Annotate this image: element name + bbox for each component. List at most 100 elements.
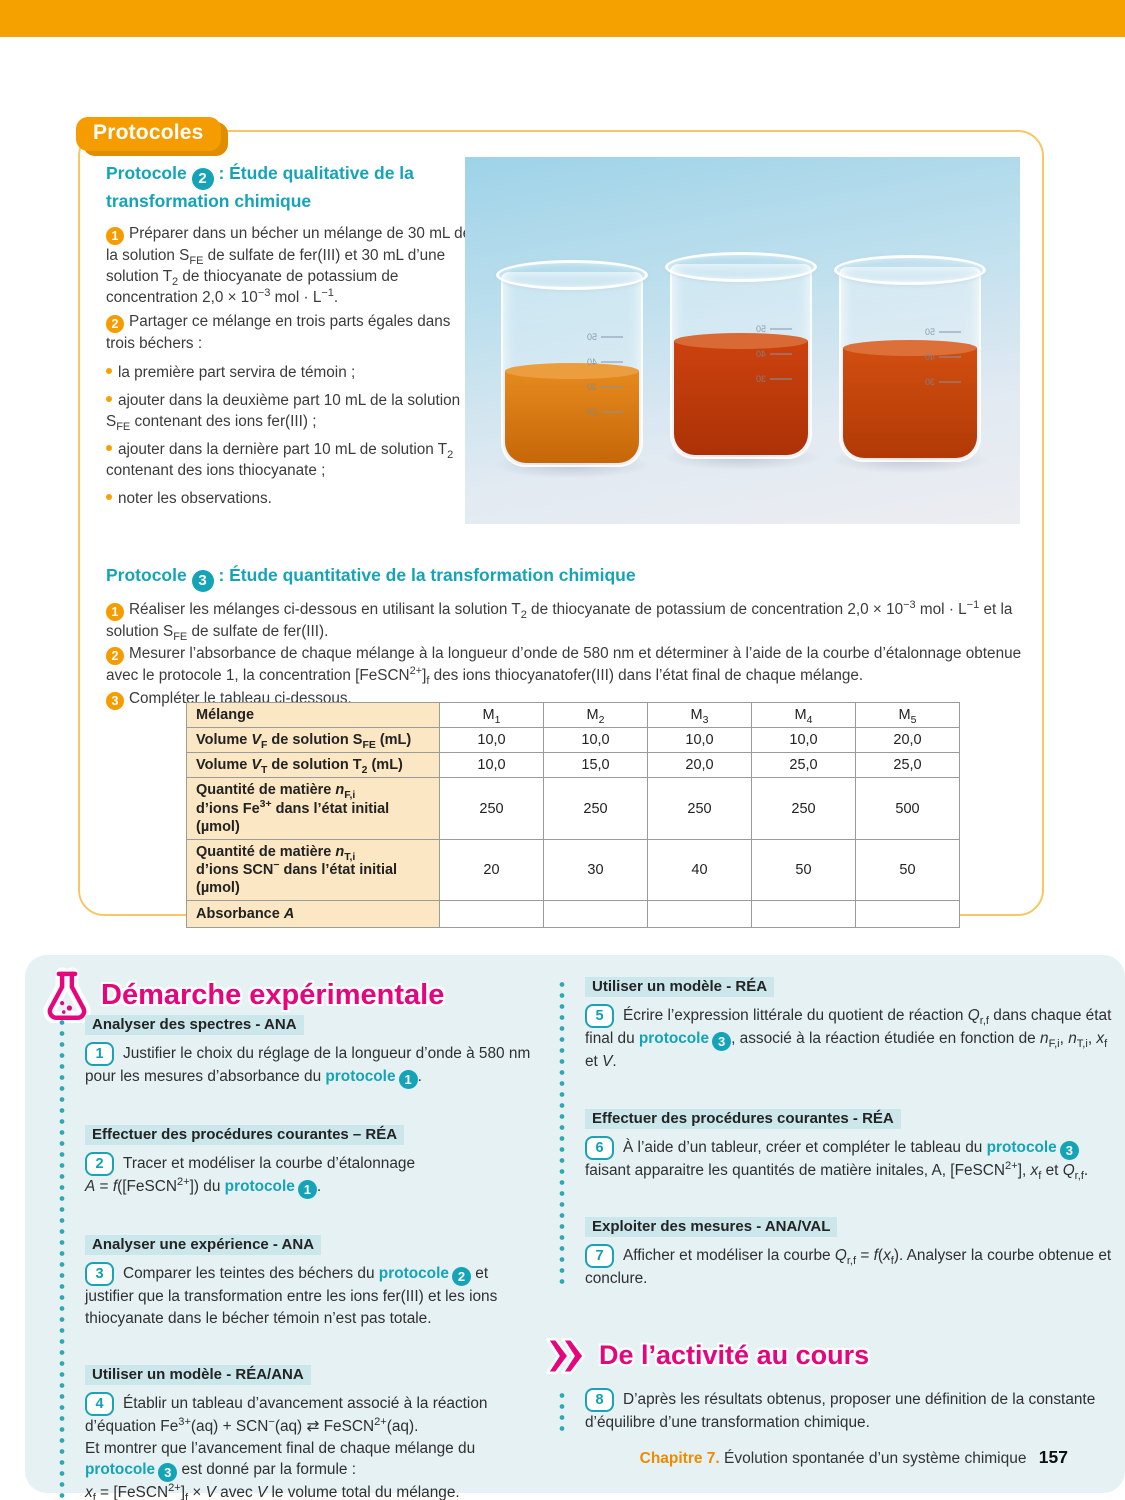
- mixtures-table: Mélange M1 M2 M3 M4 M5 Volume VF de solu…: [186, 701, 960, 929]
- cell: 10,0: [647, 727, 752, 754]
- question-8: 8 D’après les résultats obtenus, proposer…: [585, 1387, 1115, 1434]
- graduation-label: 50: [586, 332, 597, 342]
- data-table: Mélange M1 M2 M3 M4 M5 Volume VF de solu…: [186, 701, 960, 929]
- question-text: Tracer et modéliser la courbe d’étalonna…: [85, 1155, 416, 1199]
- beaker-2: 50 40 30: [658, 252, 824, 471]
- protocol-ref: protocole: [85, 1461, 156, 1479]
- page-number: 157: [1038, 1447, 1068, 1467]
- left-column: Analyser des spectres - ANA 1 Justifier l…: [59, 1015, 541, 1500]
- question-text: Établir un tableau d’avancement associé …: [85, 1395, 488, 1500]
- cell: 250: [647, 777, 752, 840]
- cell: 10,0: [439, 752, 544, 779]
- cell: 25,0: [855, 752, 960, 779]
- protocol-ref: protocole: [325, 1068, 396, 1085]
- skill-label: Utiliser un modèle - RÉA/ANA: [85, 1365, 311, 1386]
- protocol-ref-number: 3: [712, 1032, 732, 1051]
- experimental-approach-panel: Démarche expérimentale Analyser des spec…: [25, 955, 1125, 1500]
- protocol-ref-number: 2: [452, 1267, 472, 1286]
- skill-label: Effectuer des procédures courantes - RÉA: [585, 1108, 901, 1129]
- graduation-label: 30: [755, 374, 766, 384]
- bullet-item: ajouter dans la deuxième part 10 mL de l…: [106, 390, 472, 432]
- table-row: Quantité de matière nF,i d’ions Fe3+ dans…: [186, 777, 960, 840]
- graduation-label: 30: [586, 382, 597, 392]
- bullet-item: la première part servira de témoin ;: [106, 362, 472, 383]
- protocol-ref: protocole: [224, 1178, 295, 1195]
- table-row: Volume VF de solution SFE (mL) 10,0 10,0…: [186, 727, 960, 754]
- bullet-dot-icon: [106, 367, 112, 374]
- cell: 50: [855, 838, 960, 902]
- table-row: Absorbance A: [186, 900, 960, 929]
- column-header: M2: [543, 701, 648, 729]
- cell: 40: [647, 838, 752, 902]
- protocol-ref-number: 3: [158, 1463, 178, 1483]
- protocol-ref-number: 3: [1059, 1140, 1079, 1160]
- question-text: À l’aide d’un tableur, créer et compléte…: [585, 1138, 1089, 1182]
- protocol-3-section: Protocole 3 : Étude quantitative de la t…: [106, 564, 1022, 711]
- beaker-liquid-red: [843, 340, 977, 458]
- right-column: Utiliser un modèle - RÉA 5 Écrire l’expre…: [546, 977, 1115, 1438]
- cell: [751, 900, 856, 929]
- protocols-badge: Protocoles: [76, 117, 221, 151]
- graduation-label: 40: [755, 349, 766, 359]
- cell: [647, 900, 752, 929]
- protocol-number-badge: 2: [191, 168, 214, 190]
- step-number-badge: 1: [106, 603, 124, 621]
- row-label: Quantité de matière nT,i d’ions SCN− dans…: [186, 838, 440, 902]
- question-2: 2 Tracer et modéliser la courbe d’étalonn…: [85, 1152, 541, 1199]
- question-text: Justifier le choix du réglage de la long…: [85, 1045, 531, 1089]
- cell: 20: [439, 838, 544, 902]
- step-number-badge: 1: [106, 227, 124, 246]
- graduation-label: 50: [755, 324, 766, 334]
- activity-question-block: 8 D’après les résultats obtenus, proposer…: [559, 1387, 1115, 1434]
- skill-label: Utiliser un modèle - RÉA: [585, 977, 775, 997]
- step-text: Mesurer l’absorbance de chaque mélange à…: [106, 645, 1022, 688]
- column-header: M3: [647, 701, 752, 729]
- step-number-badge: 3: [106, 691, 124, 710]
- section-title: Démarche expérimentale: [101, 978, 445, 1011]
- step-text: Partager ce mélange en trois parts égale…: [106, 313, 451, 353]
- table-header-row: Mélange M1 M2 M3 M4 M5: [186, 701, 960, 729]
- step-text: Préparer dans un bécher un mélange de 30…: [106, 225, 472, 307]
- cell: [543, 900, 648, 929]
- bullet-dot-icon: [106, 395, 112, 402]
- protocol-ref: protocole: [378, 1265, 449, 1282]
- step-number-badge: 2: [106, 315, 124, 334]
- protocol-2-step: 2 Partager ce mélange en trois parts égal…: [106, 311, 472, 354]
- question-3: 3 Comparer les teintes des béchers du pro…: [85, 1262, 541, 1329]
- right-column-questions: Utiliser un modèle - RÉA 5 Écrire l’expre…: [559, 977, 1115, 1290]
- cell: [439, 900, 544, 929]
- row-label: Absorbance A: [186, 900, 440, 929]
- cell: 250: [543, 777, 648, 840]
- activity-to-lesson-header: De l’activité au cours: [545, 1336, 1115, 1376]
- beaker-graduations: 50 40 30: [756, 324, 792, 399]
- cell: 50: [751, 838, 856, 902]
- skill-label: Effectuer des procédures courantes – RÉA: [85, 1125, 405, 1145]
- protocol-ref-number: 1: [297, 1180, 317, 1199]
- page-footer: Chapitre 7. Évolution spontanée d’un sys…: [640, 1447, 1068, 1468]
- question-text: Comparer les teintes des béchers du prot…: [85, 1265, 498, 1327]
- table-header-label: Mélange: [186, 701, 440, 729]
- question-number-badge: 1: [85, 1042, 114, 1066]
- cell: 250: [439, 777, 544, 840]
- cell: 30: [543, 838, 648, 902]
- chapter-label: Chapitre 7.: [639, 1450, 720, 1467]
- double-chevron-icon: [546, 1337, 585, 1374]
- beaker-graduations: 50 40 30 20: [587, 332, 623, 432]
- question-number-badge: 3: [85, 1262, 114, 1286]
- bullet-dot-icon: [106, 444, 112, 451]
- question-number-badge: 2: [85, 1152, 114, 1176]
- cell: 10,0: [543, 727, 648, 754]
- cell: 250: [751, 777, 856, 840]
- step-number-badge: 2: [106, 647, 124, 666]
- protocol-number-badge: 3: [191, 570, 214, 592]
- top-orange-bar: [0, 0, 1125, 37]
- table-row: Quantité de matière nT,i d’ions SCN− dans…: [186, 838, 960, 902]
- cell: 10,0: [439, 727, 544, 754]
- step-text: Réaliser les mélanges ci-dessous en util…: [106, 598, 1013, 644]
- protocol-2-section: Protocole 2 : Étude qualitative de la tr…: [106, 162, 472, 509]
- bullet-text: ajouter dans la deuxième part 10 mL de l…: [106, 391, 461, 433]
- cell: 20,0: [855, 727, 960, 754]
- row-label: Quantité de matière nF,i d’ions Fe3+ dans…: [186, 777, 440, 840]
- row-label: Volume VT de solution T2 (mL): [186, 752, 440, 779]
